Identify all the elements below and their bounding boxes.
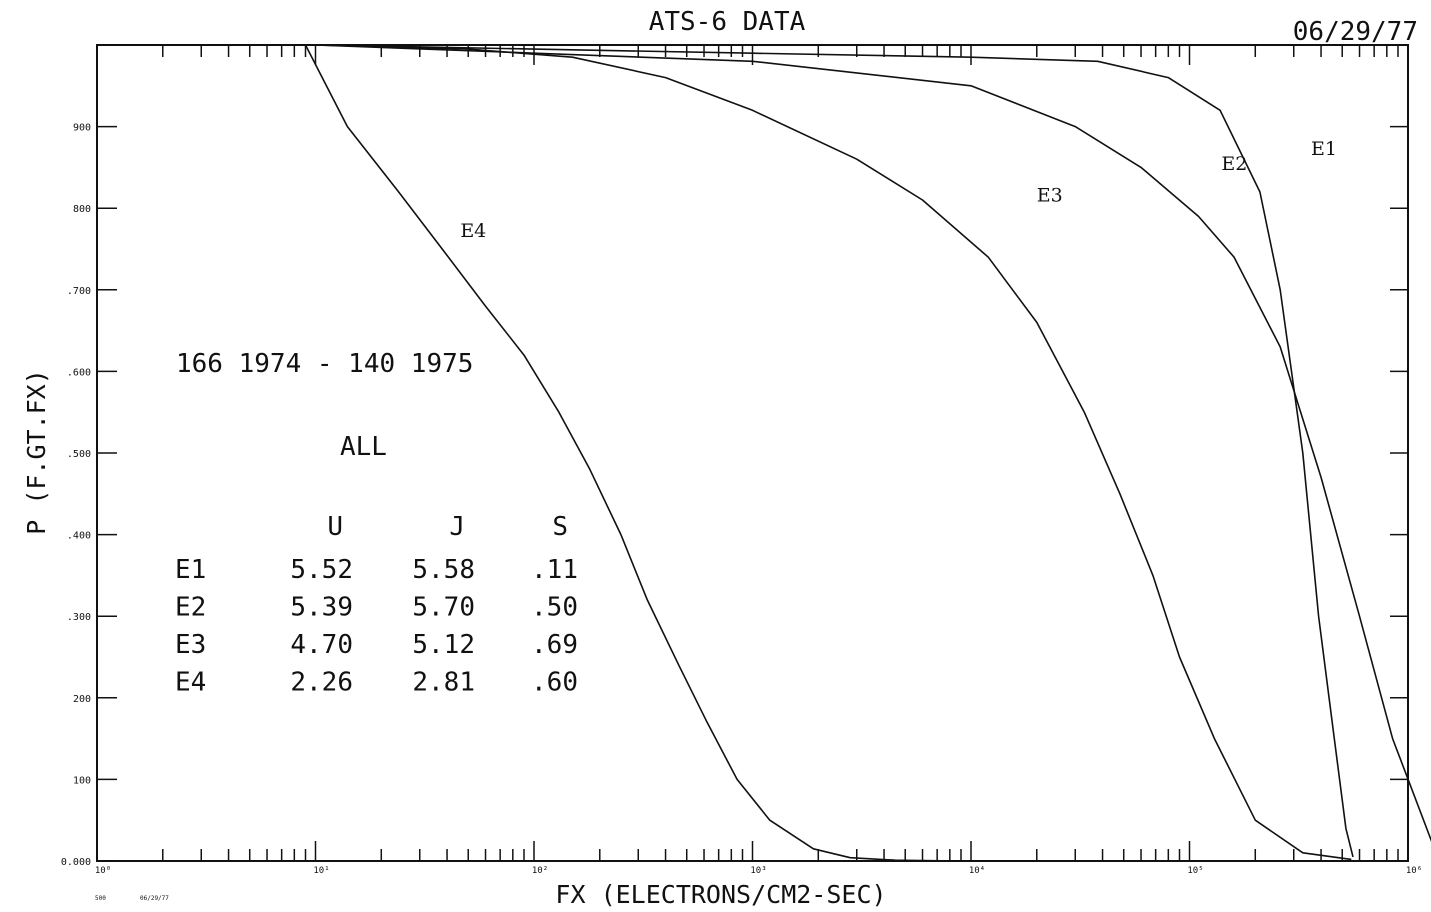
y-tick-label: .500 [67,449,91,460]
y-tick-label: 100 [73,775,91,786]
x-axis-label: FX (ELECTRONS/CM2-SEC) [555,880,886,909]
footer-layer: 500 06/29/77 [95,895,169,902]
x-tick-label: 10⁵ [1187,866,1203,876]
stats-cell: 2.81 [412,668,475,698]
series-line-e2 [97,44,1431,842]
stats-row-label: E2 [175,593,206,623]
stats-cell: .60 [531,668,578,698]
curve-label-e3: E3 [1037,185,1063,207]
stats-layer: 166 1974 - 140 1975 ALL U J S E1 5.52 5.58 .11 E2… [175,349,578,698]
y-tick-label: .600 [67,367,91,378]
y-tick-label: .300 [67,612,91,623]
stats-cell: 5.12 [412,630,475,660]
stats-column-header: U [327,512,343,542]
stats-subset-label: ALL [340,432,387,462]
y-axis-label: P (F.GT.FX) [22,369,51,535]
stats-cell: .69 [531,630,578,660]
x-tick-label: 10⁶ [1406,866,1422,876]
x-tick-label: 10³ [750,866,766,876]
y-tick-label: 900 [73,123,91,134]
stats-row-label: E3 [175,630,206,660]
stats-cell: .11 [531,555,578,585]
plot-frame [96,44,1409,862]
footer-code: 06/29/77 [140,895,169,902]
stats-column-header: S [552,512,568,542]
chart-date: 06/29/77 [1293,17,1418,47]
stats-row-label: E1 [175,555,206,585]
series-line-e4 [304,44,1037,862]
y-tick-label: .400 [67,531,91,542]
x-tick-label: 10¹ [313,866,329,876]
stats-cell: 5.52 [290,555,353,585]
stats-cell: .50 [531,593,578,623]
stats-cell: 5.39 [290,593,353,623]
stats-cell: 5.58 [412,555,475,585]
y-tick-label: .700 [67,286,91,297]
stats-cell: 2.26 [290,668,353,698]
chart-title: ATS-6 DATA [649,7,806,37]
curve-label-e4: E4 [460,220,486,242]
x-tick-label: 10⁴ [969,866,985,876]
stats-cell: 5.70 [412,593,475,623]
y-tick-label: 800 [73,204,91,215]
series-line-e3 [315,44,1352,861]
axes-layer: 0.000 100 200 .300 .400 .500 .600 .700 800 900 10⁰… [61,44,1422,876]
x-tick-label: 10⁰ [95,866,111,876]
series-layer [97,44,1431,862]
curve-label-e1: E1 [1311,138,1337,160]
curve-label-e2: E2 [1221,153,1247,175]
y-tick-label: 200 [73,694,91,705]
y-tick-label: 0.000 [61,857,91,868]
stats-column-header: J [449,512,465,542]
x-tick-label: 10² [532,866,548,876]
footer-code: 500 [95,895,106,902]
curve-label-layer: E1 E2 E3 E4 [460,138,1337,242]
stats-date-range: 166 1974 - 140 1975 [176,349,473,379]
stats-row-label: E4 [175,668,206,698]
stats-cell: 4.70 [290,630,353,660]
series-line-e1 [97,44,1354,858]
